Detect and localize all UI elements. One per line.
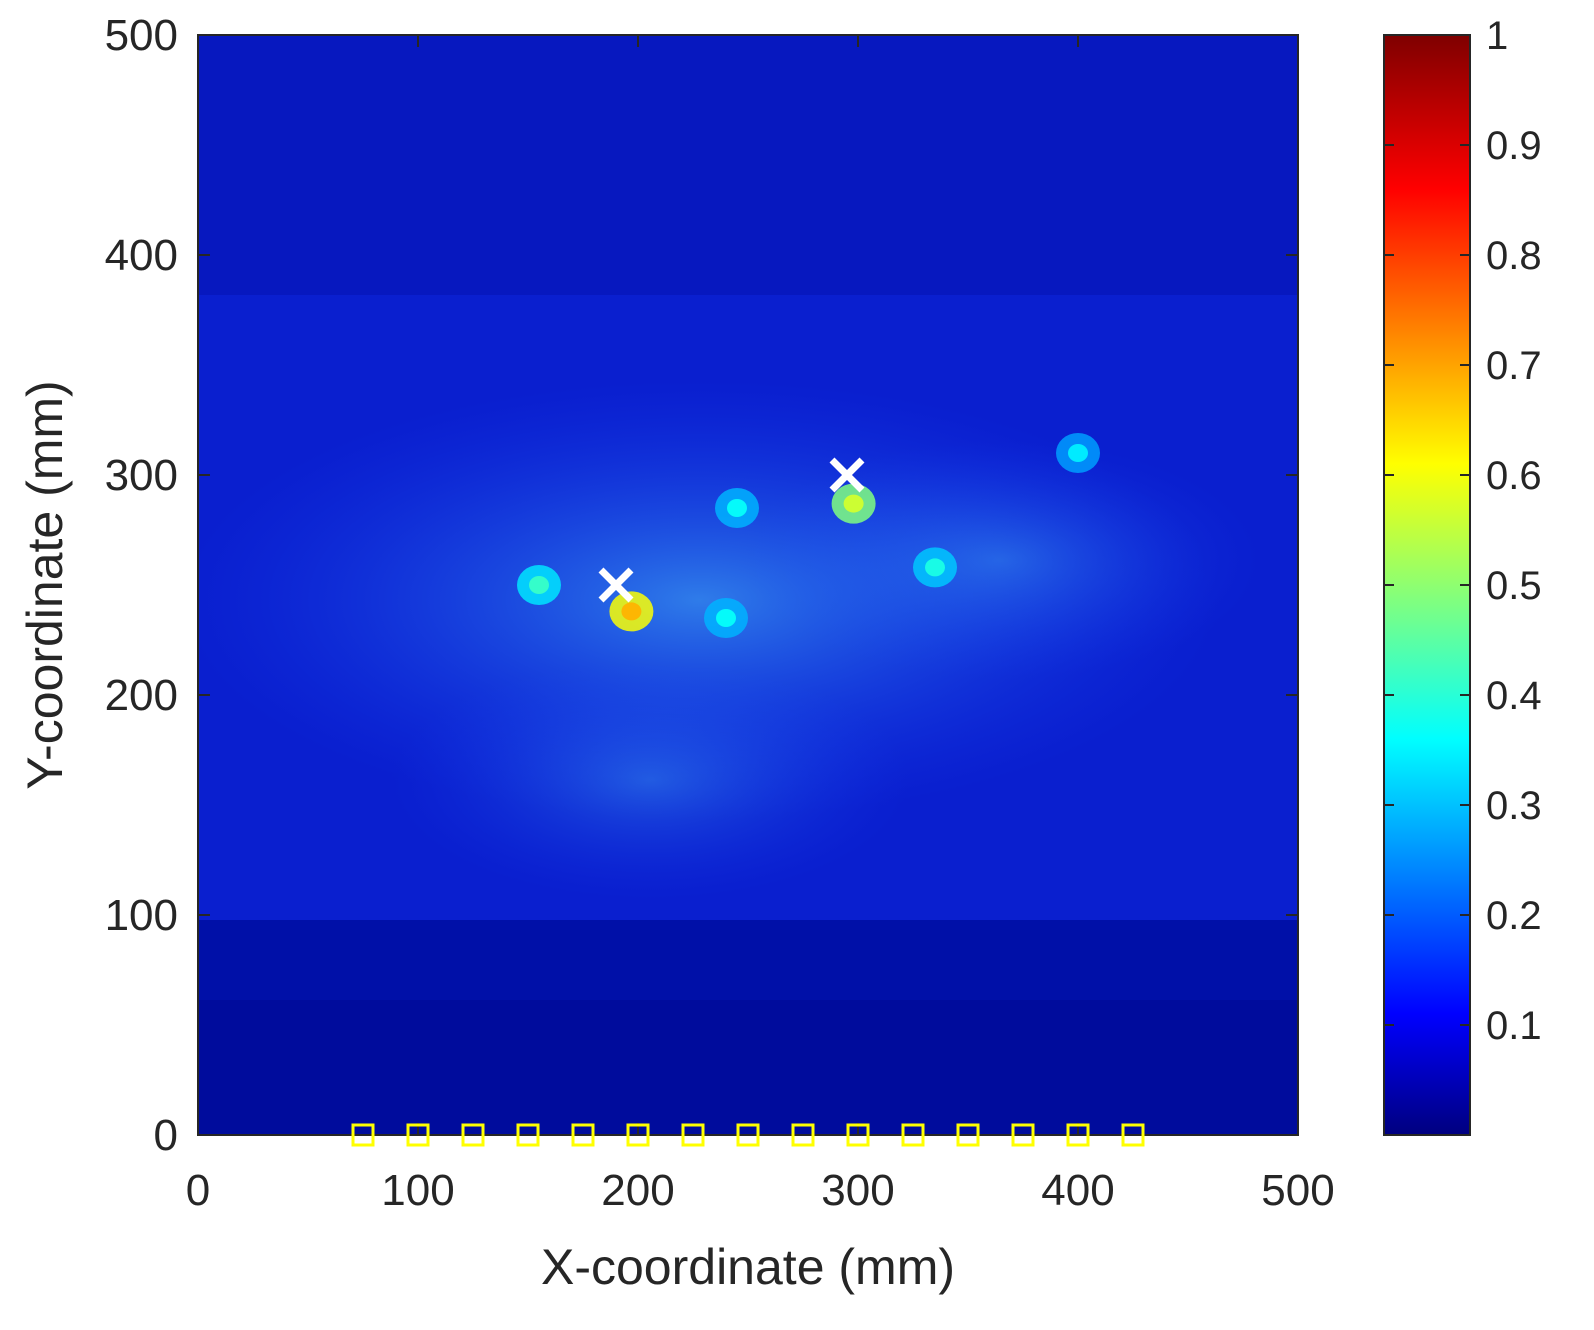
sensor-marker	[461, 1123, 485, 1147]
sensor-marker	[901, 1123, 925, 1147]
hotspot-layer	[517, 433, 1100, 638]
y-tick-label: 200	[105, 671, 178, 720]
hotspot-core-6	[727, 499, 747, 517]
colorbar-tick-label: 0.2	[1486, 894, 1542, 938]
y-tick-label: 500	[105, 11, 178, 60]
colorbar-tick-label: 0.8	[1486, 234, 1542, 278]
x-tick-label: 300	[821, 1166, 894, 1215]
colorbar-tick-label: 0.3	[1486, 784, 1542, 828]
sensor-marker	[956, 1123, 980, 1147]
hotspot-core-4	[925, 558, 945, 577]
y-tick-label: 0	[154, 1111, 178, 1160]
sensor-marker	[846, 1123, 870, 1147]
sensor-marker	[1066, 1123, 1090, 1147]
colorbar-tick-label: 0.1	[1486, 1004, 1542, 1048]
sensor-marker	[791, 1123, 815, 1147]
y-tick-label: 300	[105, 451, 178, 500]
colorbar-tick-label: 0.5	[1486, 564, 1542, 608]
marker-layer	[351, 457, 1145, 1147]
hotspot-core-1	[843, 494, 864, 513]
colorbar-tick-label: 0.7	[1486, 344, 1542, 388]
y-axis: 0 100 200 300 400 500	[105, 11, 1298, 1160]
target-marker	[598, 567, 634, 603]
colorbar-tick-label: 0.6	[1486, 454, 1542, 498]
colorbar-ticks: 0.1 0.2 0.3 0.4 0.5 0.6 0.7 0.8 0.9 1	[1384, 14, 1542, 1048]
hotspot-core-5	[1068, 444, 1088, 462]
x-tick-label: 100	[381, 1166, 454, 1215]
x-axis-label: X-coordinate (mm)	[541, 1239, 955, 1295]
hotspot-core-2	[529, 576, 549, 594]
sensor-marker	[681, 1123, 705, 1147]
y-tick-label: 100	[105, 891, 178, 940]
sensor-marker	[571, 1123, 595, 1147]
x-tick-label: 0	[186, 1166, 210, 1215]
target-marker	[829, 457, 865, 493]
sensor-marker	[1121, 1123, 1145, 1147]
colorbar-tick-label: 1	[1486, 14, 1508, 58]
hotspot-core-3	[716, 609, 736, 627]
y-axis-label: Y-coordinate (mm)	[17, 380, 73, 789]
plot-frame	[197, 34, 1299, 1136]
sensor-marker	[516, 1123, 540, 1147]
sensor-marker	[1011, 1123, 1035, 1147]
colorbar	[1383, 34, 1471, 1136]
sensor-marker	[351, 1123, 375, 1147]
colorbar-tick-label: 0.9	[1486, 124, 1542, 168]
hotspot-core-0	[621, 602, 642, 621]
sensor-marker	[626, 1123, 650, 1147]
heatmap-texture	[198, 35, 1298, 1135]
sensor-marker	[406, 1123, 430, 1147]
x-axis: 0 100 200 300 400 500	[186, 35, 1335, 1215]
x-tick-label: 200	[601, 1166, 674, 1215]
y-tick-label: 400	[105, 231, 178, 280]
x-tick-label: 400	[1041, 1166, 1114, 1215]
x-tick-label: 500	[1261, 1166, 1334, 1215]
sensor-marker	[736, 1123, 760, 1147]
colorbar-tick-label: 0.4	[1486, 674, 1542, 718]
